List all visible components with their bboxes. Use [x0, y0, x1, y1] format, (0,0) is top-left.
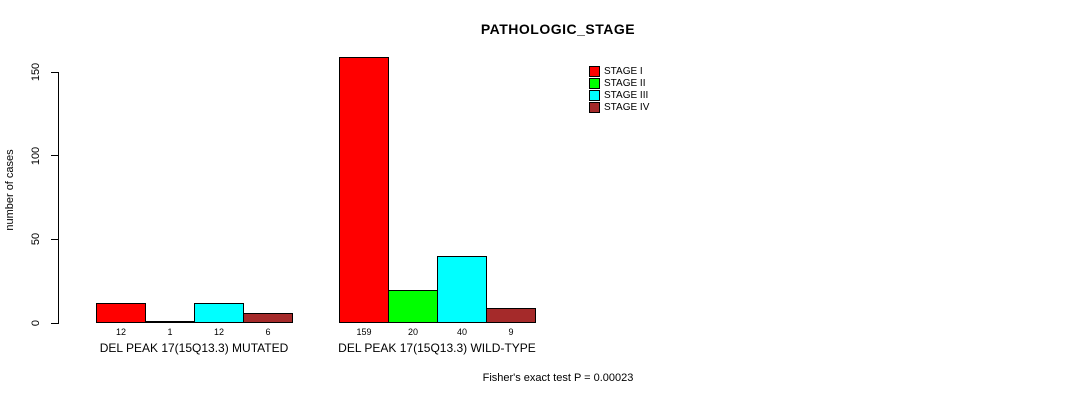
bar-stage-iii	[194, 303, 244, 323]
bar-stage-i	[339, 57, 389, 323]
bar-stage-iv	[243, 313, 293, 323]
bar-count-label: 12	[213, 327, 224, 337]
legend-swatch-stage-ii	[589, 77, 600, 89]
legend-row: STAGE II	[589, 77, 649, 89]
y-axis-line	[58, 72, 59, 324]
legend-label: STAGE III	[604, 89, 649, 101]
legend-label: STAGE I	[604, 65, 643, 77]
y-tick-mark	[51, 322, 58, 324]
legend-swatch-stage-iv	[589, 101, 600, 113]
y-tick-label: 0	[30, 319, 42, 327]
y-axis-label: number of cases	[4, 149, 16, 231]
bar-count-label: 20	[407, 327, 418, 337]
bar-stage-i	[96, 303, 146, 323]
bar-count-label: 40	[456, 327, 467, 337]
y-tick-label: 100	[30, 146, 42, 165]
bar-stage-iv	[486, 308, 536, 323]
legend-row: STAGE III	[589, 89, 649, 101]
bar-count-label: 1	[167, 327, 173, 337]
bar-count-label: 159	[356, 327, 372, 337]
y-tick-mark	[51, 155, 58, 157]
bar-stage-ii	[145, 321, 195, 323]
y-tick-mark	[51, 238, 58, 240]
legend-label: STAGE IV	[604, 101, 650, 113]
y-tick-label: 150	[30, 62, 42, 82]
bar-stage-ii	[388, 290, 438, 323]
legend-row: STAGE IV	[589, 101, 649, 113]
group-label: DEL PEAK 17(15Q13.3) WILD-TYPE	[338, 341, 536, 355]
bar-count-label: 9	[508, 327, 514, 337]
bar-count-label: 12	[115, 327, 126, 337]
y-tick-label: 50	[30, 233, 42, 246]
legend-row: STAGE I	[589, 65, 649, 77]
chart-title: PATHOLOGIC_STAGE	[480, 21, 636, 37]
bar-count-label: 6	[265, 327, 271, 337]
y-tick-mark	[51, 71, 58, 73]
legend-label: STAGE II	[604, 77, 646, 89]
bar-stage-iii	[437, 256, 487, 323]
group-label: DEL PEAK 17(15Q13.3) MUTATED	[99, 341, 289, 355]
legend-swatch-stage-iii	[589, 89, 600, 101]
legend: STAGE I STAGE II STAGE III STAGE IV	[589, 65, 649, 113]
p-value-annotation: Fisher's exact test P = 0.00023	[482, 372, 634, 384]
legend-swatch-stage-i	[589, 65, 600, 77]
